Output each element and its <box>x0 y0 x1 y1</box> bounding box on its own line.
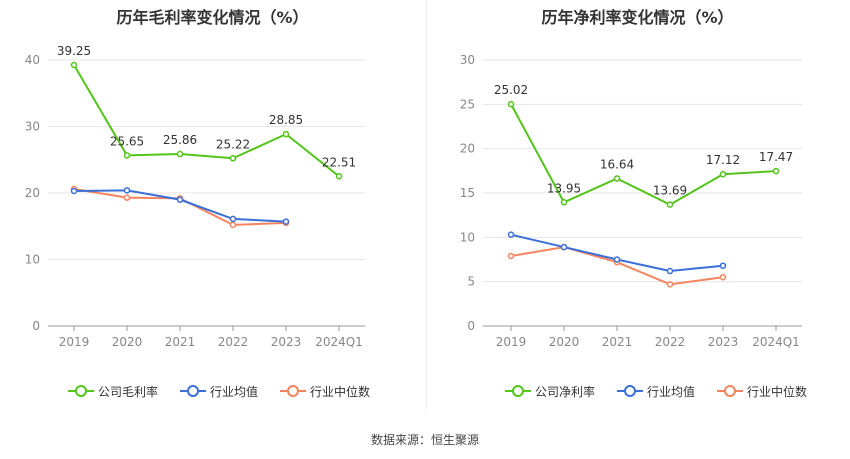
y-tick-label: 10 <box>25 253 40 267</box>
y-tick-label: 10 <box>460 230 475 244</box>
data-label: 25.65 <box>110 134 144 148</box>
x-tick-label: 2023 <box>708 335 739 349</box>
legend-swatch-median <box>280 385 307 397</box>
data-point-industry-median <box>229 221 237 229</box>
x-tick-label: 2019 <box>59 335 90 349</box>
data-point-industry-avg <box>282 218 290 225</box>
y-tick-label: 5 <box>467 275 475 289</box>
y-tick-label: 20 <box>460 142 475 156</box>
data-point-company <box>282 130 290 138</box>
legend-item-industry-median[interactable]: 行业中位数 <box>717 382 807 400</box>
data-point-industry-median <box>123 194 131 201</box>
data-point-company <box>70 61 78 69</box>
data-point-industry-avg <box>613 256 621 263</box>
x-tick-label: 2024Q1 <box>315 335 363 349</box>
legend-item-company-gross-margin[interactable]: 公司毛利率 <box>68 382 158 400</box>
data-point-company <box>719 170 727 178</box>
data-label: 39.25 <box>57 44 91 58</box>
data-label: 16.64 <box>600 157 634 171</box>
x-tick-label: 2022 <box>218 335 249 349</box>
data-point-company <box>176 150 184 158</box>
data-point-industry-avg <box>560 243 568 251</box>
data-label: 13.95 <box>547 181 581 195</box>
data-label: 13.69 <box>653 184 687 198</box>
data-point-company <box>560 199 568 206</box>
data-point-company <box>335 173 343 180</box>
y-tick-label: 15 <box>460 186 475 200</box>
data-label: 25.22 <box>216 137 250 151</box>
data-point-industry-avg <box>229 215 237 223</box>
y-tick-label: 25 <box>460 97 475 111</box>
x-tick-label: 2023 <box>271 335 302 349</box>
data-source-note: 数据来源：恒生聚源 <box>370 433 479 447</box>
data-point-industry-median <box>666 281 674 288</box>
legend-item-industry-avg[interactable]: 行业均值 <box>180 382 258 400</box>
data-label: 28.85 <box>269 113 303 127</box>
gross-margin-legend: 公司毛利率 行业均值 行业中位数 <box>68 382 370 400</box>
legend-label: 公司毛利率 <box>98 384 159 399</box>
data-point-company <box>123 152 131 159</box>
data-point-industry-avg <box>666 267 674 275</box>
data-label: 17.12 <box>706 153 740 167</box>
x-tick-label: 2021 <box>165 335 196 349</box>
y-tick-label: 0 <box>32 319 40 333</box>
x-tick-label: 2021 <box>602 335 633 349</box>
data-point-company <box>613 175 621 182</box>
data-point-industry-avg <box>123 187 131 194</box>
legend-label: 公司净利率 <box>535 384 596 399</box>
data-point-company <box>772 167 780 175</box>
legend-swatch-avg <box>617 385 644 397</box>
data-label: 17.47 <box>759 150 793 164</box>
net-margin-chart-title: 历年净利率变化情况（%） <box>541 8 734 27</box>
data-point-company <box>507 100 515 108</box>
x-tick-label: 2022 <box>655 335 686 349</box>
x-tick-label: 2019 <box>496 335 527 349</box>
legend-label: 行业中位数 <box>747 384 808 399</box>
series-line-industry-median <box>510 246 724 286</box>
data-point-industry-avg <box>70 187 78 195</box>
legend-item-industry-avg[interactable]: 行业均值 <box>617 382 695 400</box>
data-label: 25.86 <box>163 133 197 147</box>
x-tick-label: 2020 <box>549 335 580 349</box>
data-point-industry-median <box>719 273 727 281</box>
y-tick-label: 0 <box>467 319 475 333</box>
legend-swatch-company <box>68 385 94 397</box>
y-tick-label: 30 <box>460 53 475 67</box>
legend-swatch-company <box>505 385 531 397</box>
y-tick-label: 30 <box>25 120 40 134</box>
data-point-industry-avg <box>719 262 727 269</box>
legend-label: 行业均值 <box>210 384 259 399</box>
net-margin-legend: 公司净利率 行业均值 行业中位数 <box>505 382 807 400</box>
data-label: 25.02 <box>494 83 528 97</box>
y-tick-label: 20 <box>25 186 40 200</box>
data-point-industry-avg <box>507 231 515 238</box>
y-tick-label: 40 <box>25 53 40 67</box>
x-tick-label: 2020 <box>112 335 143 349</box>
series-line-industry-avg <box>510 233 724 273</box>
legend-swatch-median <box>717 385 744 397</box>
legend-item-industry-median[interactable]: 行业中位数 <box>280 382 370 400</box>
chart-divider <box>426 0 427 410</box>
gross-margin-chart-title: 历年毛利率变化情况（%） <box>116 8 309 27</box>
data-point-company <box>229 155 237 162</box>
data-label: 22.51 <box>322 155 356 169</box>
legend-label: 行业均值 <box>647 384 696 399</box>
legend-swatch-avg <box>180 385 207 397</box>
series-line-company <box>73 64 340 178</box>
data-point-industry-median <box>507 252 515 260</box>
legend-label: 行业中位数 <box>310 384 371 399</box>
data-point-industry-avg <box>176 196 184 203</box>
data-point-company <box>666 201 674 208</box>
series-line-company <box>510 103 777 206</box>
legend-item-company-net-margin[interactable]: 公司净利率 <box>505 382 595 400</box>
x-tick-label: 2024Q1 <box>752 335 800 349</box>
